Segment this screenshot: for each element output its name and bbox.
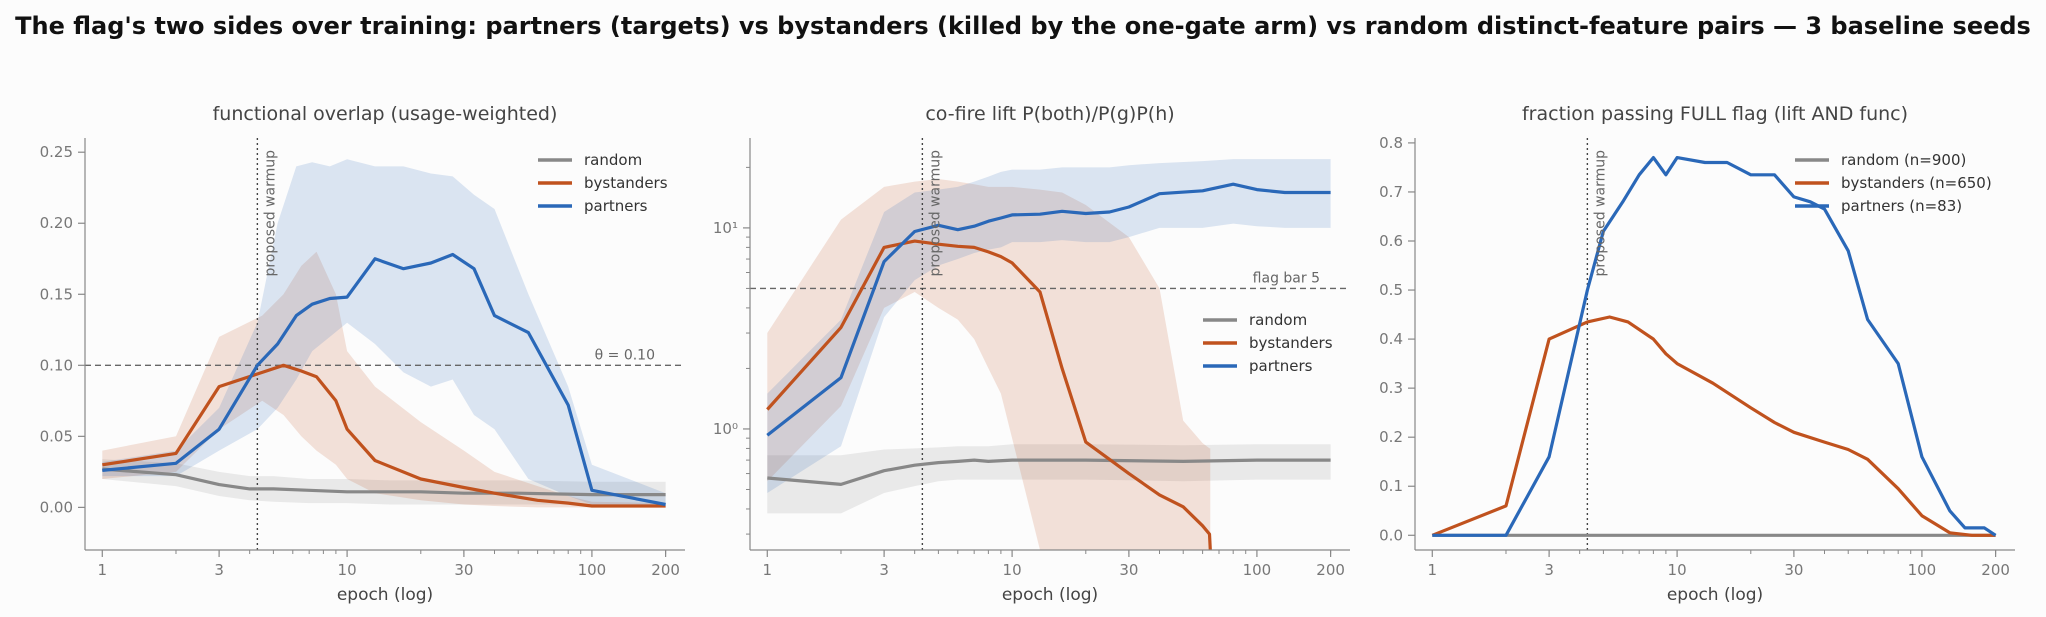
x-tick-label: 10 (1668, 561, 1687, 579)
series-line-bystanders (102, 363, 666, 508)
y-tick-label: 0.2 (1379, 428, 1403, 446)
plot-area (750, 138, 1350, 550)
x-tick-label: 200 (651, 561, 680, 579)
series-line-partners (1432, 156, 1997, 537)
legend-label-random: random (584, 151, 642, 169)
series-line-random (102, 467, 666, 497)
legend: random bystanders partners (538, 151, 668, 215)
series-line-partners (102, 252, 666, 507)
y-tick-label: 0.3 (1379, 379, 1403, 397)
chart-panel-2: 1 3 10 30 100 200 10⁰ 10¹ co-fire lift P(both)/P… (713, 103, 1350, 605)
x-tick-label: 100 (1908, 561, 1937, 579)
panel-title: fraction passing FULL flag (lift AND fun… (1522, 103, 1908, 125)
x-tick-label: 10 (338, 561, 357, 579)
band-bystanders (767, 179, 1211, 550)
panel-title: co-fire lift P(both)/P(g)P(h) (925, 103, 1174, 125)
warmup-label: proposed warmup (1592, 150, 1608, 277)
x-tick-label: 200 (1316, 561, 1345, 579)
y-tick-label: 0.00 (40, 498, 73, 516)
x-tick-label: 100 (1243, 561, 1272, 579)
legend-label-bystanders: bystanders (n=650) (1841, 174, 1992, 192)
legend-label-bystanders: bystanders (1249, 334, 1333, 352)
x-tick-label: 1 (98, 561, 108, 579)
legend: random (n=900) bystanders (n=650) partners… (1795, 151, 1992, 215)
series-line-random (767, 458, 1331, 486)
y-tick-label: 0.5 (1379, 281, 1403, 299)
x-axis-label: epoch (log) (1002, 585, 1098, 605)
x-axis-label: epoch (log) (1667, 585, 1763, 605)
x-tick-label: 3 (1544, 561, 1554, 579)
series-line-bystanders (1431, 315, 1996, 537)
y-tick-label: 0.25 (40, 143, 73, 161)
panel-title: functional overlap (usage-weighted) (213, 103, 558, 125)
legend-label-random: random (n=900) (1841, 151, 1966, 169)
plot-area (1431, 138, 1997, 550)
x-tick-label: 200 (1981, 561, 2010, 579)
x-tick-label: 3 (879, 561, 889, 579)
x-tick-label: 10 (1003, 561, 1022, 579)
series-line-partners (766, 182, 1331, 437)
y-tick-label: 0.7 (1379, 183, 1403, 201)
y-tick-label: 0.10 (40, 356, 73, 374)
threshold-label: θ = 0.10 (595, 347, 655, 363)
x-tick-label: 1 (1428, 561, 1438, 579)
legend-label-bystanders: bystanders (584, 174, 668, 192)
warmup-label: proposed warmup (927, 150, 943, 277)
y-tick-label: 0.05 (40, 427, 73, 445)
legend-label-partners: partners (n=83) (1841, 197, 1962, 215)
threshold-label: flag bar 5 (1253, 270, 1320, 286)
chart-panel-1: 1 3 10 30 100 200 0.00 0.05 0.10 0.15 0.20 0.25 func… (40, 103, 685, 605)
series-line-bystanders (766, 239, 1212, 550)
y-tick-label: 0.1 (1379, 477, 1403, 495)
x-axis-label: epoch (log) (337, 585, 433, 605)
y-tick-label: 10¹ (713, 219, 738, 237)
legend: random bystanders partners (1203, 311, 1333, 375)
x-tick-label: 100 (578, 561, 607, 579)
chart-panel-3: 1 3 10 30 100 200 0.0 0.1 0.2 0.3 0.4 0.5 0.6 0.7 0.8 f… (1379, 103, 2015, 605)
y-tick-label: 0.6 (1379, 232, 1403, 250)
y-tick-label: 0.4 (1379, 330, 1403, 348)
x-tick-label: 30 (1119, 561, 1138, 579)
y-tick-label: 10⁰ (713, 420, 738, 438)
band-partners (102, 159, 666, 508)
x-tick-label: 30 (1784, 561, 1803, 579)
x-tick-label: 30 (454, 561, 473, 579)
legend-label-partners: partners (1249, 357, 1313, 375)
y-tick-label: 0.8 (1379, 134, 1403, 152)
x-tick-label: 1 (763, 561, 773, 579)
legend-label-partners: partners (584, 197, 648, 215)
warmup-label: proposed warmup (262, 150, 278, 277)
plot-area (85, 138, 685, 550)
figure-title: The flag's two sides over training: part… (15, 12, 2031, 40)
y-tick-label: 0.15 (40, 285, 73, 303)
legend-label-random: random (1249, 311, 1307, 329)
band-bystanders (102, 251, 666, 508)
y-tick-label: 0.20 (40, 214, 73, 232)
y-tick-label: 0.0 (1379, 526, 1403, 544)
x-tick-label: 3 (214, 561, 224, 579)
